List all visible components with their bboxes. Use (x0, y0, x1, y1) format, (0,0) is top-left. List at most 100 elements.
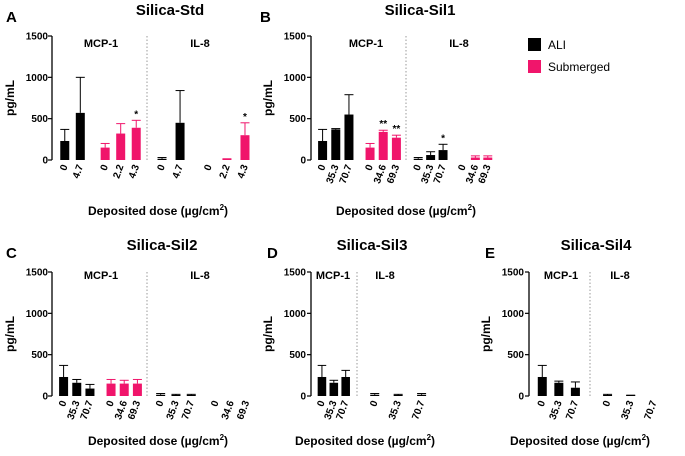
category-label: 69.3 (126, 399, 143, 421)
x-axis-label-superscript: 2 (220, 433, 225, 442)
x-axis-label-main: Deposited dose (µg/cm (88, 204, 220, 218)
bar-ali-35_3 (426, 155, 436, 160)
y-tick-label: 500 (31, 114, 48, 125)
bar-submerged-0 (106, 383, 116, 396)
legend: ALI Submerged (528, 38, 610, 74)
bar-ali-4_7 (75, 112, 85, 160)
panel-letter: E (485, 245, 495, 262)
x-axis-label-superscript: 2 (427, 433, 432, 442)
x-axis-label-main: Deposited dose (µg/cm (510, 434, 642, 448)
bar-submerged-34_6 (119, 383, 129, 396)
bar-ali-35_3 (72, 382, 82, 396)
category-label: 35.3 (548, 399, 565, 421)
x-axis-label-end: ) (431, 434, 435, 448)
bar-ali-35_3 (626, 395, 636, 396)
category-label: 2.2 (218, 163, 233, 180)
x-axis-label-end: ) (224, 204, 228, 218)
y-tick-label: 1000 (502, 309, 525, 320)
bar-ali-70_7 (417, 394, 427, 396)
bar-submerged-69_3 (391, 137, 401, 160)
significance-label: ** (393, 124, 401, 135)
bar-submerged-4_3 (131, 127, 141, 160)
bar-ali-70_7 (186, 395, 196, 396)
y-tick-label: 500 (289, 350, 306, 361)
category-label: 70.7 (338, 163, 355, 185)
category-label: 69.3 (385, 163, 402, 185)
bar-ali-35_3 (554, 382, 564, 396)
category-label: 0 (368, 399, 380, 408)
y-tick-label: 1000 (26, 309, 49, 320)
group-label: IL-8 (610, 270, 630, 282)
y-axis-label: pg/mL (3, 80, 17, 116)
category-label: 0 (57, 399, 69, 408)
bar-ali-0 (60, 140, 70, 160)
bar-ali-35_3 (393, 395, 403, 396)
legend-label: ALI (548, 38, 566, 52)
y-tick-label: 0 (300, 156, 306, 167)
category-label: 0 (316, 163, 328, 172)
category-label: 0 (58, 163, 70, 172)
y-axis-label: pg/mL (479, 316, 493, 352)
bar-ali-0 (318, 140, 328, 160)
bar-submerged-69_3 (132, 383, 142, 396)
category-label: 0 (457, 163, 469, 172)
group-label: MCP-1 (84, 38, 118, 50)
x-axis-label-end: ) (224, 434, 228, 448)
y-tick-label: 1000 (284, 309, 307, 320)
y-tick-label: 0 (518, 392, 524, 403)
category-label: 0 (99, 163, 111, 172)
y-tick-label: 500 (507, 350, 524, 361)
x-axis-label-superscript: 2 (220, 203, 225, 212)
bar-ali-0 (317, 376, 327, 396)
bar-ali-70_7 (85, 388, 95, 396)
bar-ali-0 (157, 158, 167, 160)
category-label: 35.3 (387, 399, 404, 421)
x-axis-label-main: Deposited dose (µg/cm (295, 434, 427, 448)
category-label: 0 (412, 163, 424, 172)
y-tick-label: 0 (300, 392, 306, 403)
category-label: 69.3 (477, 163, 494, 185)
group-label: MCP-1 (544, 270, 578, 282)
bar-submerged-2_2 (222, 159, 232, 160)
category-label: 35.3 (620, 399, 637, 421)
legend-label: Submerged (548, 60, 610, 74)
significance-label: * (441, 133, 445, 144)
panel-title: Silica-Sil1 (385, 2, 456, 19)
x-axis-label: Deposited dose (µg/cm2) (510, 433, 650, 448)
category-label: 0 (209, 399, 221, 408)
category-label: 0 (202, 163, 214, 172)
legend-swatch-ali (528, 38, 541, 51)
x-axis-label-superscript: 2 (642, 433, 647, 442)
y-tick-label: 1500 (26, 268, 49, 279)
category-label: 70.7 (643, 399, 660, 421)
x-axis-label-superscript: 2 (468, 203, 473, 212)
category-label: 4.3 (236, 163, 251, 180)
bar-ali-70_7 (341, 376, 350, 396)
panel-letter: D (267, 245, 278, 262)
category-label: 2.2 (111, 163, 126, 180)
category-label: 4.7 (171, 163, 186, 180)
y-tick-label: 1500 (284, 32, 307, 43)
group-label: IL-8 (449, 38, 469, 50)
y-tick-label: 1500 (284, 268, 307, 279)
bar-ali-0 (413, 158, 423, 160)
legend-swatch-submerged (528, 60, 541, 73)
panel-title: Silica-Sil4 (561, 237, 633, 254)
panel-title: Silica-Sil3 (337, 237, 408, 254)
significance-label: * (243, 112, 247, 123)
bar-ali-70_7 (438, 150, 448, 160)
bar-ali-0 (603, 395, 613, 396)
group-label: IL-8 (190, 38, 210, 50)
category-label: 0 (156, 163, 168, 172)
y-tick-label: 0 (42, 156, 48, 167)
category-label: 0 (316, 399, 328, 408)
x-axis-label: Deposited dose (µg/cm2) (295, 433, 435, 448)
bar-ali-0 (156, 394, 166, 396)
bar-ali-4_7 (175, 122, 185, 160)
significance-label: * (134, 109, 138, 120)
group-label: IL-8 (190, 270, 210, 282)
category-label: 70.7 (180, 399, 197, 421)
